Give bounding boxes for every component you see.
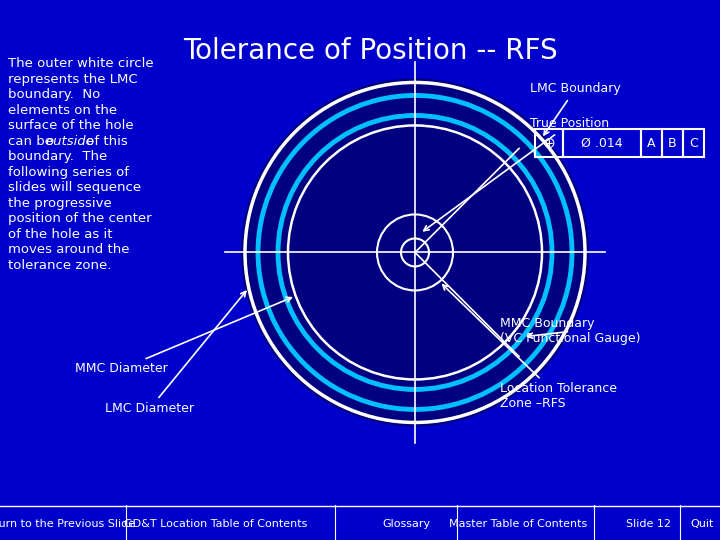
Circle shape xyxy=(242,79,588,426)
Text: elements on the: elements on the xyxy=(8,104,117,117)
Bar xyxy=(535,130,563,158)
Bar xyxy=(683,130,704,158)
Text: slides will sequence: slides will sequence xyxy=(8,181,141,194)
Text: Ø .014: Ø .014 xyxy=(581,137,623,150)
Text: Tolerance of Position -- RFS: Tolerance of Position -- RFS xyxy=(183,37,557,65)
Text: following series of: following series of xyxy=(8,166,129,179)
Text: Glossary: Glossary xyxy=(383,519,431,529)
Text: LMC Boundary: LMC Boundary xyxy=(530,83,621,135)
Text: position of the center: position of the center xyxy=(8,212,152,226)
Text: outside: outside xyxy=(45,135,94,148)
Text: A: A xyxy=(647,137,656,150)
Text: ⊕: ⊕ xyxy=(543,136,555,151)
Text: of the hole as it: of the hole as it xyxy=(8,228,112,241)
Text: represents the LMC: represents the LMC xyxy=(8,73,138,86)
Text: Return to the Previous Slide: Return to the Previous Slide xyxy=(0,519,135,529)
Text: tolerance zone.: tolerance zone. xyxy=(8,259,112,272)
Text: MMC Boundary
(VC Functional Gauge): MMC Boundary (VC Functional Gauge) xyxy=(500,318,641,346)
Text: C: C xyxy=(689,137,698,150)
Text: can be: can be xyxy=(8,135,58,148)
Text: boundary.  No: boundary. No xyxy=(8,89,100,102)
Text: True Position: True Position xyxy=(424,118,609,231)
Text: boundary.  The: boundary. The xyxy=(8,151,107,164)
Text: MMC Diameter: MMC Diameter xyxy=(75,298,292,375)
Text: GD&T Location Table of Contents: GD&T Location Table of Contents xyxy=(125,519,307,529)
Text: Slide 12: Slide 12 xyxy=(626,519,670,529)
Text: LMC Diameter: LMC Diameter xyxy=(105,292,246,415)
Text: of this: of this xyxy=(82,135,128,148)
Text: B: B xyxy=(668,137,677,150)
Text: Quit: Quit xyxy=(690,519,714,529)
Text: surface of the hole: surface of the hole xyxy=(8,119,134,132)
Text: The outer white circle: The outer white circle xyxy=(8,57,153,70)
Text: the progressive: the progressive xyxy=(8,197,112,210)
Bar xyxy=(662,130,683,158)
Bar xyxy=(641,130,662,158)
Text: Master Table of Contents: Master Table of Contents xyxy=(449,519,588,529)
Text: Location Tolerance
Zone –RFS: Location Tolerance Zone –RFS xyxy=(443,285,617,410)
Text: moves around the: moves around the xyxy=(8,244,130,256)
Bar xyxy=(563,130,641,158)
